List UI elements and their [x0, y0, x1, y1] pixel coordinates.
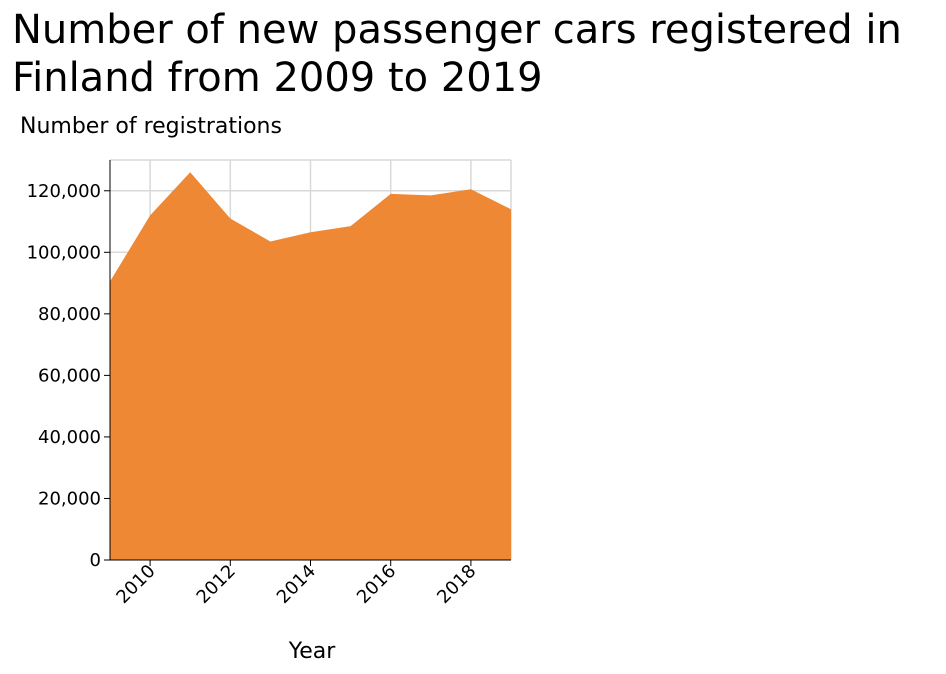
x-tick-label: 2012: [193, 561, 240, 608]
y-tick-label: 120,000: [27, 181, 101, 202]
chart-title: Number of new passenger cars registered …: [12, 7, 902, 101]
plot-area: [109, 172, 512, 561]
x-tick-label: 2018: [433, 561, 480, 608]
y-tick-label: 0: [90, 550, 101, 571]
y-axis-label: Number of registrations: [20, 114, 282, 139]
y-tick-label: 20,000: [38, 488, 101, 509]
x-tick-label: 2014: [273, 561, 320, 608]
x-tick-label: 2016: [353, 561, 400, 608]
y-tick-label: 80,000: [38, 304, 101, 325]
y-tick-label: 60,000: [38, 365, 101, 386]
y-tick-label: 100,000: [27, 242, 101, 263]
area-series: [110, 172, 511, 561]
x-tick-label: 2010: [112, 561, 159, 608]
x-axis-label: Year: [288, 639, 337, 664]
y-tick-label: 40,000: [38, 427, 101, 448]
